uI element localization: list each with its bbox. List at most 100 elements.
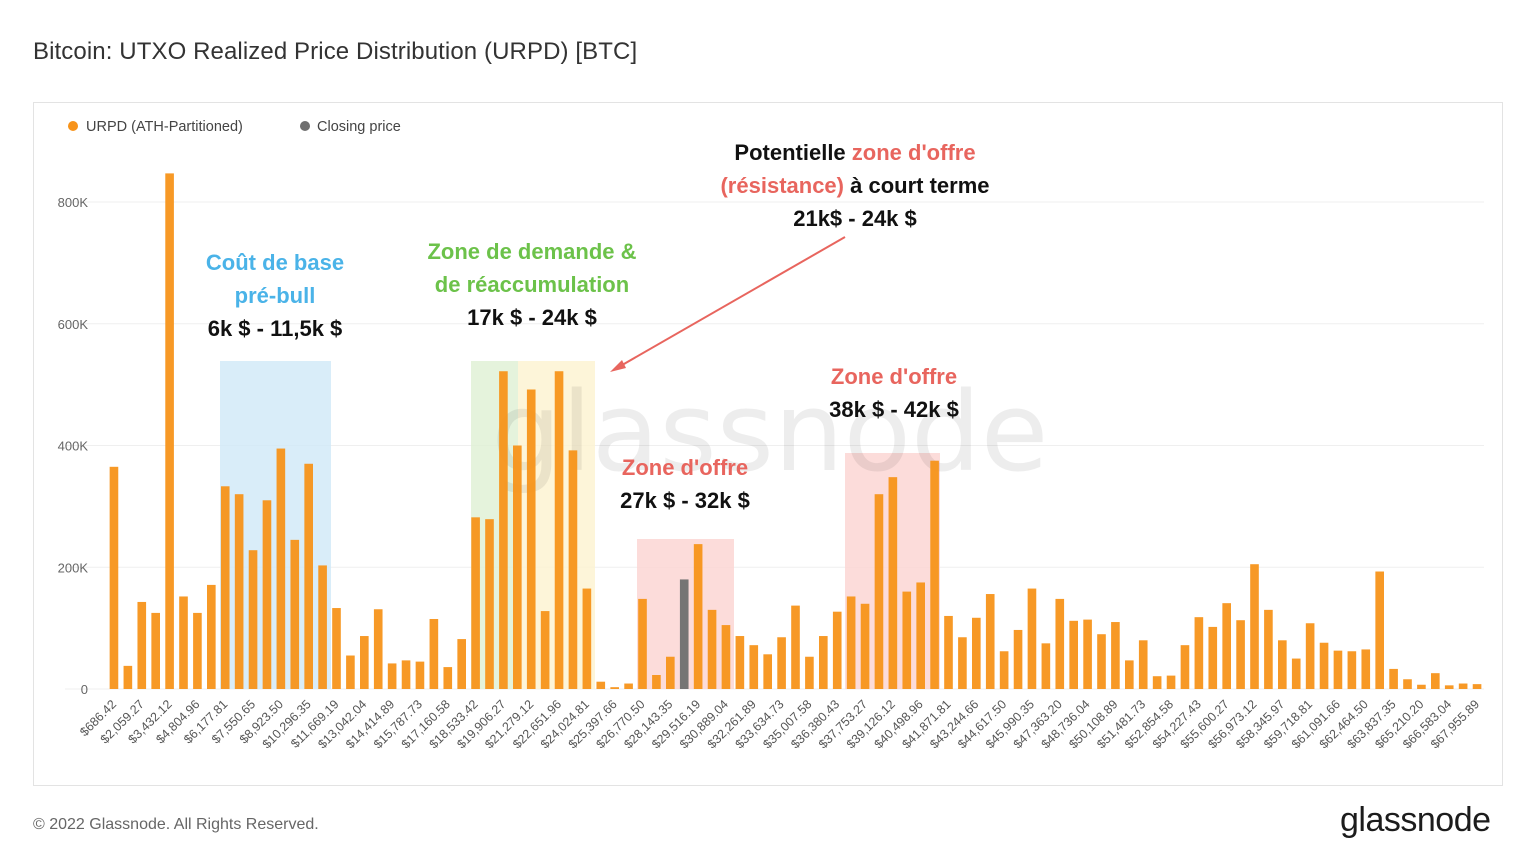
bar[interactable] xyxy=(1417,684,1426,689)
bar[interactable] xyxy=(248,550,258,689)
bar[interactable] xyxy=(137,601,147,689)
bar[interactable] xyxy=(860,603,870,689)
bar[interactable] xyxy=(429,618,439,689)
bar[interactable] xyxy=(791,605,800,689)
bar[interactable] xyxy=(526,389,536,689)
bar[interactable] xyxy=(373,609,383,689)
bar[interactable] xyxy=(346,655,355,689)
bar[interactable] xyxy=(832,611,842,689)
bar[interactable] xyxy=(985,594,995,689)
legend-closing-label[interactable]: Closing price xyxy=(317,119,401,135)
bar[interactable] xyxy=(499,371,508,689)
bar[interactable] xyxy=(568,450,578,689)
bar[interactable] xyxy=(902,591,912,689)
bar[interactable] xyxy=(1027,588,1037,689)
bar[interactable] xyxy=(415,661,425,689)
bar[interactable] xyxy=(1333,650,1343,689)
bar[interactable] xyxy=(1222,603,1231,689)
bar[interactable] xyxy=(930,460,939,689)
legend-urpd-label[interactable]: URPD (ATH-Partitioned) xyxy=(86,119,243,135)
bar[interactable] xyxy=(457,639,466,689)
bar[interactable] xyxy=(805,656,814,689)
bar[interactable] xyxy=(1278,640,1287,689)
bar[interactable] xyxy=(1013,629,1023,689)
bar[interactable] xyxy=(1375,571,1384,689)
bar[interactable] xyxy=(1250,564,1259,689)
bar[interactable] xyxy=(707,609,717,689)
bar[interactable] xyxy=(874,494,884,689)
bar[interactable] xyxy=(916,582,925,689)
bar[interactable] xyxy=(1152,676,1162,689)
bar[interactable] xyxy=(332,608,341,689)
bar[interactable] xyxy=(1458,683,1468,689)
bar[interactable] xyxy=(972,617,981,689)
bar[interactable] xyxy=(1194,617,1204,689)
bar[interactable] xyxy=(1166,675,1176,689)
bar[interactable] xyxy=(234,494,244,689)
bar[interactable] xyxy=(1389,668,1398,689)
bar[interactable] xyxy=(290,539,300,689)
bar[interactable] xyxy=(262,500,272,689)
bar[interactable] xyxy=(1319,642,1329,689)
bar[interactable] xyxy=(1111,622,1120,689)
bar[interactable] xyxy=(1361,649,1371,689)
bar[interactable] xyxy=(763,654,772,689)
bar[interactable] xyxy=(554,371,564,689)
bar[interactable] xyxy=(777,637,786,689)
bar[interactable] xyxy=(1138,640,1148,689)
bar[interactable] xyxy=(109,466,119,689)
bar[interactable] xyxy=(638,598,647,689)
bar[interactable] xyxy=(151,612,160,689)
bar[interactable] xyxy=(1236,620,1245,689)
bar[interactable] xyxy=(1444,685,1454,689)
bar[interactable] xyxy=(123,665,133,689)
bar[interactable] xyxy=(1083,619,1092,689)
bar[interactable] xyxy=(1403,679,1412,689)
bar[interactable] xyxy=(666,656,675,689)
bar[interactable] xyxy=(193,612,202,689)
bar[interactable] xyxy=(582,588,592,689)
bar[interactable] xyxy=(1069,620,1078,689)
bar[interactable] xyxy=(1264,609,1273,689)
bar[interactable] xyxy=(1097,634,1106,689)
bar[interactable] xyxy=(1125,660,1134,689)
bar[interactable] xyxy=(276,448,286,689)
bar[interactable] xyxy=(1180,645,1190,689)
bar[interactable] xyxy=(624,683,633,689)
bar[interactable] xyxy=(318,565,327,689)
bar[interactable] xyxy=(443,667,453,689)
bar[interactable] xyxy=(471,517,480,689)
bar[interactable] xyxy=(944,615,953,689)
bar[interactable] xyxy=(888,477,898,689)
bar[interactable] xyxy=(401,660,411,689)
bar[interactable] xyxy=(360,636,369,689)
bar[interactable] xyxy=(1347,651,1357,689)
bar[interactable] xyxy=(1041,643,1051,689)
bar[interactable] xyxy=(958,637,967,689)
bar[interactable] xyxy=(846,596,856,689)
bar[interactable] xyxy=(1291,658,1301,689)
bar[interactable] xyxy=(749,645,759,689)
bar[interactable] xyxy=(485,519,494,689)
bar[interactable] xyxy=(819,636,828,689)
bar[interactable] xyxy=(693,544,703,689)
bar[interactable] xyxy=(220,486,230,689)
bar[interactable] xyxy=(1055,598,1065,689)
bar[interactable] xyxy=(652,674,661,689)
bar[interactable] xyxy=(179,596,188,689)
bar[interactable] xyxy=(165,173,174,690)
bar[interactable] xyxy=(513,445,522,690)
bar[interactable] xyxy=(1431,673,1440,689)
bar[interactable] xyxy=(207,584,216,689)
bar[interactable] xyxy=(1305,623,1315,689)
bar[interactable] xyxy=(387,663,397,689)
bar[interactable] xyxy=(1472,684,1482,689)
bar[interactable] xyxy=(540,611,550,689)
bar[interactable] xyxy=(721,625,731,689)
bar[interactable] xyxy=(735,636,745,689)
bar[interactable] xyxy=(679,579,689,689)
bar[interactable] xyxy=(1208,626,1218,689)
bar[interactable] xyxy=(304,463,313,689)
bar[interactable] xyxy=(999,651,1009,689)
bar[interactable] xyxy=(596,681,606,689)
